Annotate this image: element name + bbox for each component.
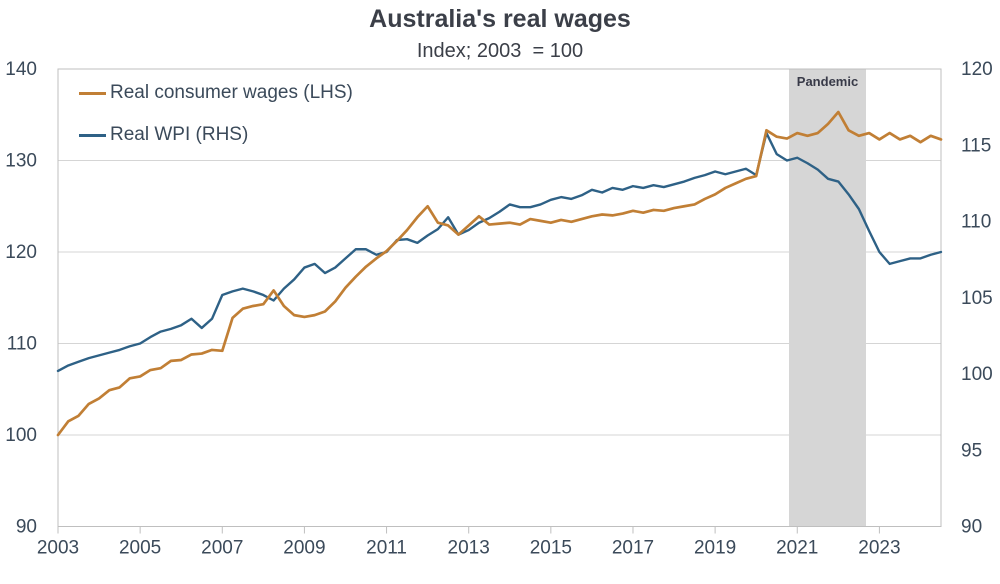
svg-text:115: 115 <box>961 135 991 156</box>
svg-text:95: 95 <box>961 440 982 461</box>
svg-text:Pandemic: Pandemic <box>797 74 858 89</box>
svg-text:100: 100 <box>961 364 993 385</box>
svg-text:2017: 2017 <box>612 538 654 559</box>
svg-text:105: 105 <box>961 288 993 309</box>
svg-text:2009: 2009 <box>283 538 325 559</box>
svg-text:90: 90 <box>961 517 982 538</box>
svg-text:2013: 2013 <box>448 538 490 559</box>
svg-text:130: 130 <box>5 151 37 172</box>
svg-text:2015: 2015 <box>530 538 572 559</box>
svg-text:2007: 2007 <box>201 538 243 559</box>
svg-text:2023: 2023 <box>858 538 900 559</box>
svg-text:2005: 2005 <box>119 538 161 559</box>
svg-text:110: 110 <box>961 212 991 233</box>
svg-text:110: 110 <box>7 334 37 355</box>
svg-text:2019: 2019 <box>694 538 736 559</box>
svg-text:2011: 2011 <box>366 538 407 559</box>
svg-text:90: 90 <box>16 517 37 538</box>
svg-text:120: 120 <box>5 242 37 263</box>
svg-text:2021: 2021 <box>776 538 818 559</box>
svg-text:2003: 2003 <box>37 538 79 559</box>
svg-text:100: 100 <box>5 425 37 446</box>
